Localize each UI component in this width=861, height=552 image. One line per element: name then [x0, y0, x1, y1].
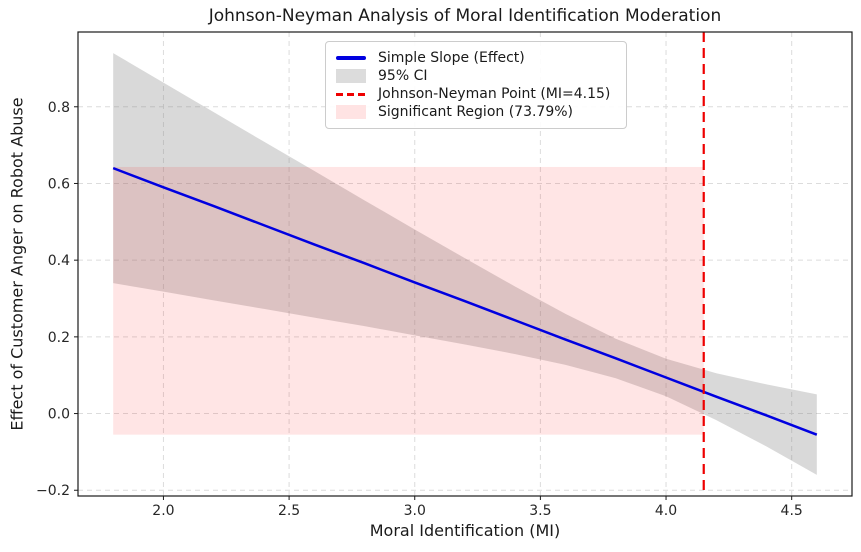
legend: Simple Slope (Effect) 95% CI Johnson-Neyma…	[325, 41, 628, 129]
simple-slope-line	[112, 166, 818, 436]
legend-patch-swatch	[336, 105, 366, 119]
legend-solid-line-swatch	[336, 56, 366, 60]
legend-item: Johnson-Neyman Point (MI=4.15)	[336, 85, 610, 103]
x-tick-label: 2.5	[278, 503, 300, 519]
y-tick-label: 0.8	[48, 100, 70, 116]
legend-item-label: Significant Region (73.79%)	[378, 104, 574, 120]
legend-dashed-line-swatch	[336, 92, 366, 96]
y-tick-label: 0.6	[48, 176, 70, 192]
x-tick-label: 2.0	[152, 503, 174, 519]
legend-item: Significant Region (73.79%)	[336, 103, 610, 121]
y-tick-label: 0.4	[48, 253, 70, 269]
legend-item: 95% CI	[336, 67, 610, 85]
legend-item: Simple Slope (Effect)	[336, 49, 610, 67]
y-tick-label: −0.2	[36, 483, 70, 499]
chart-title: Johnson-Neyman Analysis of Moral Identif…	[208, 6, 722, 26]
x-tick-label: 3.0	[404, 503, 426, 519]
significant-region	[113, 166, 704, 435]
ci-band	[113, 53, 817, 475]
axes-spines	[77, 31, 853, 497]
x-axis-label: Moral Identification (MI)	[369, 521, 561, 540]
legend-item-label: Simple Slope (Effect)	[378, 50, 525, 66]
legend-item-label: 95% CI	[378, 68, 428, 84]
x-tick-label: 3.5	[529, 503, 551, 519]
y-tick-label: 0.2	[48, 330, 70, 346]
y-tick-label: 0.0	[48, 407, 70, 423]
x-tick-label: 4.5	[781, 503, 803, 519]
y-axis-label: Effect of Customer Anger on Robot Abuse	[7, 97, 27, 431]
x-tick-label: 4.0	[655, 503, 677, 519]
legend-patch-swatch	[336, 69, 366, 83]
legend-item-label: Johnson-Neyman Point (MI=4.15)	[378, 86, 611, 102]
